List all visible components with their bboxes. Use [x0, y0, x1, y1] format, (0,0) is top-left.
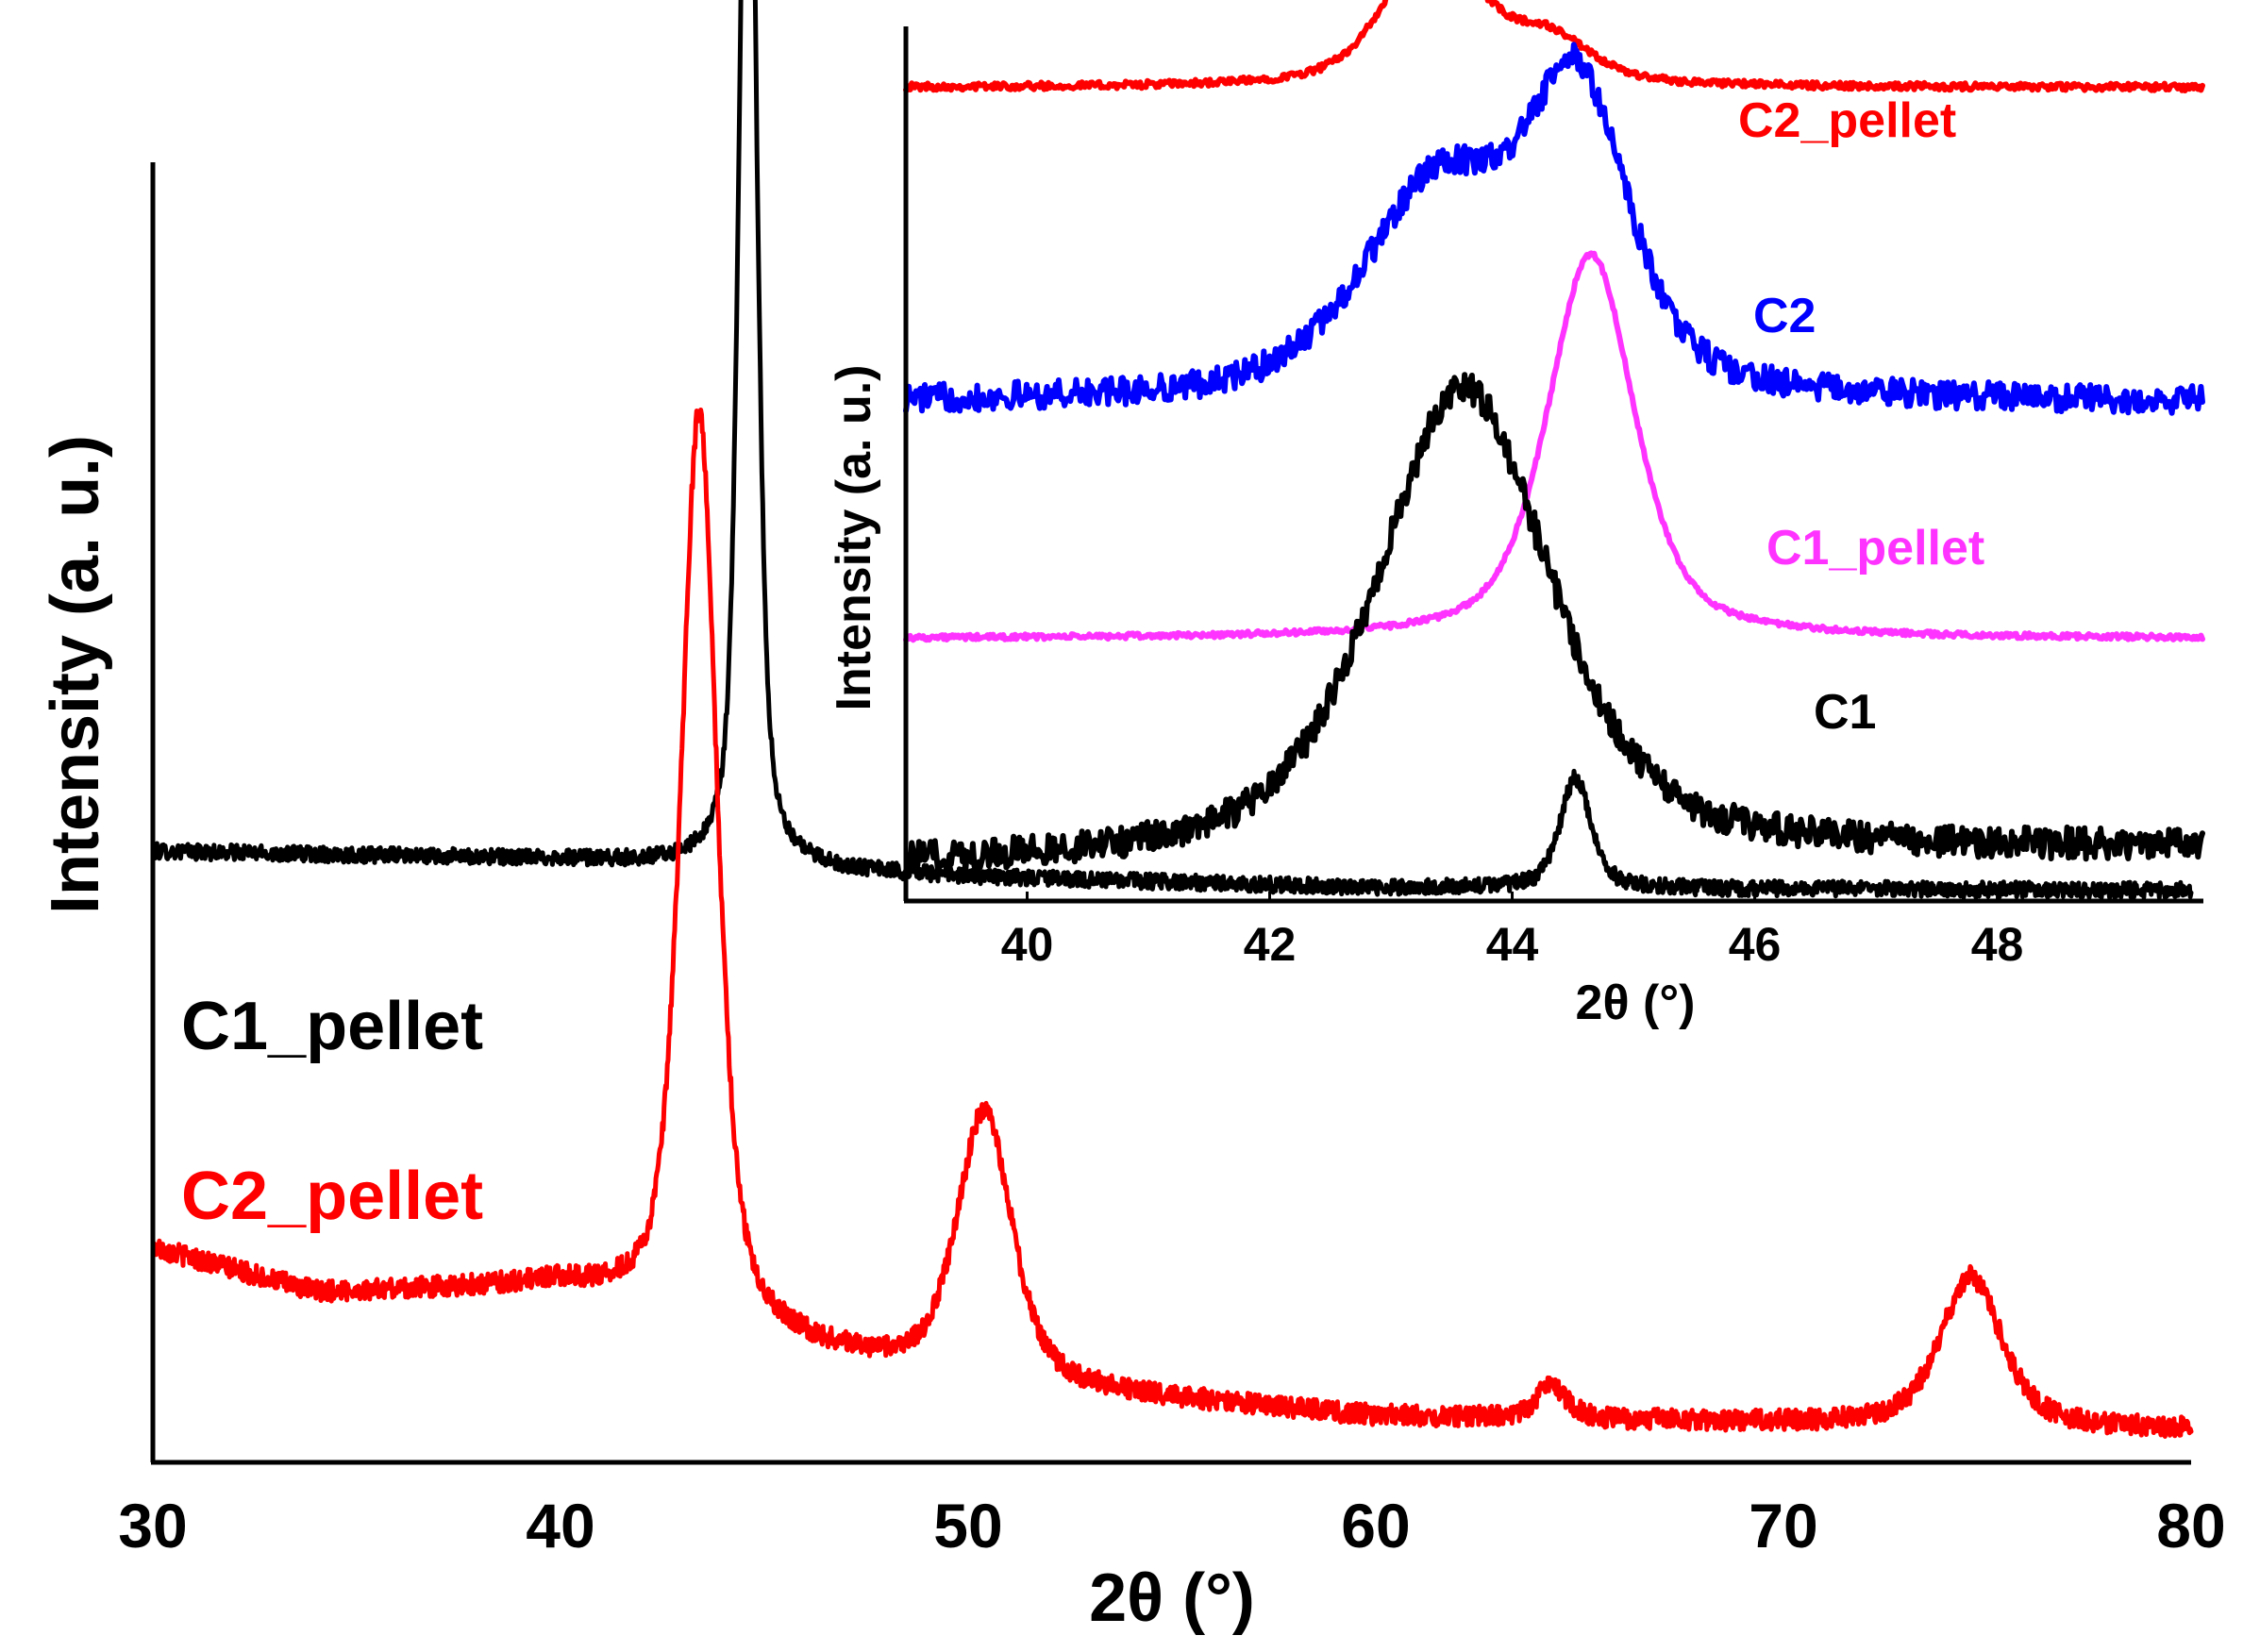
main-series-label-c1-pellet: C1_pellet [181, 989, 483, 1064]
main-x-tick-label-30: 30 [118, 1491, 187, 1560]
main-x-ticks: 30 40 50 60 70 80 [118, 1491, 2225, 1560]
inset-x-ticks: 40 42 44 46 48 [1001, 892, 2024, 971]
inset-x-tick-label-44: 44 [1486, 918, 1539, 971]
inset-series-line-c1-pellet [903, 250, 2205, 643]
main-series-line-c1-pellet [150, 0, 2194, 900]
inset-x-tick-label-48: 48 [1971, 918, 2024, 971]
inset-series-label-c1: C1 [1814, 685, 1876, 740]
inset-x-tick-label-46: 46 [1729, 918, 1782, 971]
inset-series-line-c2-pellet [903, 0, 2205, 93]
inset-y-axis-title: Intensity (a. u.) [827, 365, 881, 711]
inset-series-line-c1 [903, 372, 2205, 875]
inset-series-label-c2: C2 [1753, 289, 1816, 343]
inset-series-line-c2 [903, 42, 2205, 416]
main-x-axis-title: 2θ (°) [1089, 1560, 1255, 1636]
main-chart: 30 40 50 60 70 80 2θ (°) Intensity (a. u.) C1… [38, 0, 2226, 1636]
main-x-tick-label-60: 60 [1341, 1491, 1410, 1560]
inset-x-tick-label-42: 42 [1244, 918, 1297, 971]
inset-chart: 40 42 44 46 48 2θ (°) Intensity (a. u.) C2_p… [827, 0, 2205, 1030]
inset-x-tick-label-40: 40 [1001, 918, 1054, 971]
inset-series-label-c2-pellet: C2_pellet [1738, 93, 1956, 148]
main-x-tick-label-40: 40 [526, 1491, 594, 1560]
main-series-line-c2-pellet [150, 408, 2194, 1439]
inset-series-label-c1-pellet: C1_pellet [1766, 521, 1984, 576]
main-x-tick-label-70: 70 [1749, 1491, 1817, 1560]
main-x-tick-label-80: 80 [2156, 1491, 2225, 1560]
main-x-tick-label-50: 50 [933, 1491, 1002, 1560]
inset-series-group [903, 0, 2205, 875]
inset-x-axis-title: 2θ (°) [1576, 976, 1696, 1030]
main-series-group [150, 0, 2194, 1439]
main-series-label-c2-pellet: C2_pellet [181, 1159, 483, 1234]
main-y-axis-title: Intensity (a. u.) [38, 435, 113, 914]
